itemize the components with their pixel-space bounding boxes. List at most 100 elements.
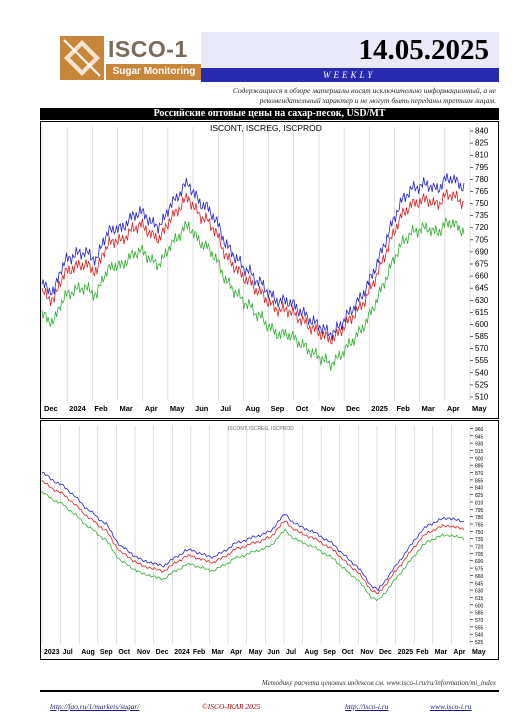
- chart1-series-iscont: [41, 173, 465, 341]
- chart2-y-tick: 660: [475, 574, 484, 580]
- chart2-x-tick: Dec: [156, 649, 169, 656]
- chart2-y-tick: 750: [475, 530, 484, 536]
- chart1-title: Российские оптовые цены на сахар-песок, …: [40, 108, 499, 120]
- chart2-x-tick: May: [472, 649, 486, 656]
- chart1-x-tick: Jul: [220, 404, 231, 413]
- chart1-x-tick: Oct: [296, 404, 309, 413]
- chart2-y-tick: 810: [475, 500, 484, 506]
- chart2-x-tick: Sep: [323, 649, 336, 656]
- chart1-plot: Dec 2024 Feb Mar Apr May Jun Jul Aug Sep Oct Nov Dec…: [41, 123, 489, 413]
- chart2-y-tick: 765: [475, 522, 484, 528]
- chart2-y-tick: 690: [475, 559, 484, 565]
- chart1-y-tick: 690: [475, 247, 489, 256]
- chart2-x-tick: Oct: [342, 649, 354, 656]
- chart1-y-tick: 555: [475, 356, 489, 365]
- chart2-series-iscprod: [41, 490, 465, 602]
- chart1-y-tick: 750: [475, 199, 489, 208]
- brand-name: ISCO-1: [108, 36, 188, 62]
- chart2-x-tick: Apr: [230, 649, 242, 656]
- chart1-x-tick: Aug: [245, 404, 260, 413]
- chart1-y-tick: 540: [475, 368, 489, 377]
- chart2-series-iscont: [41, 471, 464, 592]
- chart2-y-tick: 630: [475, 589, 484, 595]
- chart2-x-tick: 2024: [174, 649, 190, 656]
- chart1-x-tick: Sep: [271, 404, 285, 413]
- chart2-y-tick: 585: [475, 611, 484, 617]
- chart2-series-iscreg: [41, 480, 465, 594]
- chart1-series-iscprod: [41, 217, 465, 371]
- chart2-y-tick: 675: [475, 567, 484, 573]
- chart2-x-tick: Sep: [100, 649, 113, 656]
- chart2-frame: [40, 420, 499, 660]
- chart2-y-tick: 825: [475, 493, 484, 499]
- chart1-y-tick: 585: [475, 332, 489, 341]
- chart1-y-tick: 810: [475, 151, 489, 160]
- chart2-x-tick: Apr: [453, 649, 465, 656]
- chart2-x-tick: Feb: [193, 649, 205, 656]
- chart2-y-tick: 570: [475, 618, 484, 624]
- chart2-y-tick: 870: [475, 471, 484, 477]
- report-date: 14.05.2025: [358, 34, 490, 66]
- footer-link-fao[interactable]: http://fao.ru/1/markets/sugar/: [50, 702, 140, 711]
- chart1-x-tick: 2024: [69, 404, 87, 413]
- chart2-x-tick: 2025: [398, 649, 414, 656]
- chart1-series-iscreg: [41, 189, 465, 345]
- chart1-y-tick: 780: [475, 175, 489, 184]
- chart1-x-tick: 2025: [371, 404, 388, 413]
- chart2-x-tick: Mar: [211, 649, 224, 656]
- chart1-x-tick: Feb: [94, 404, 108, 413]
- chart1-y-tick: 615: [475, 308, 489, 317]
- chart2-y-tick: 930: [475, 442, 484, 448]
- chart2-y-tick: 885: [475, 464, 484, 470]
- chart2-x-tick: Oct: [118, 649, 130, 656]
- period-bar: WEEKLY: [201, 68, 499, 82]
- chart2-y-tick: 945: [475, 434, 484, 440]
- chart1-y-tick: 720: [475, 223, 489, 232]
- chart1-legend: ISCONT, ISCREG, ISCPROD: [210, 123, 322, 133]
- footer-bar: http://fao.ru/1/markets/sugar/ ©ISCO-IKA…: [40, 690, 499, 718]
- chart1-y-tick: 765: [475, 187, 489, 196]
- chart2-plot: 2023 Jul Aug Sep Oct Nov Dec 2024 Feb Mar Apr May Ju…: [41, 426, 486, 656]
- chart1-x-tick: May: [472, 404, 487, 413]
- chart2-x-tick: Nov: [137, 649, 150, 656]
- chart2-x-tick: Nov: [360, 649, 373, 656]
- footer-link-isco-www[interactable]: www.isco-i.ru: [430, 702, 472, 711]
- chart1-y-tick: 825: [475, 139, 489, 148]
- chart2-y-tick: 780: [475, 515, 484, 521]
- chart1-x-tick: May: [170, 404, 185, 413]
- date-panel: 14.05.2025 WEEKLY: [201, 32, 499, 82]
- chart1-x-tick: Mar: [422, 404, 435, 413]
- chart2-y-tick: 855: [475, 478, 484, 484]
- chart2-y-tick: 915: [475, 449, 484, 455]
- chart2-x-tick: Mar: [435, 649, 448, 656]
- chart2-x-tick: Aug: [305, 649, 319, 656]
- chart1-y-tick: 660: [475, 272, 489, 281]
- isco-logo-icon: [60, 36, 104, 80]
- chart1-x-tick: Jun: [195, 404, 209, 413]
- footer-note: Методику расчета ценовых индексов см. ww…: [261, 679, 496, 687]
- disclaimer-text: Содержащиеся в обзоре материалы носят ис…: [232, 86, 496, 105]
- chart1-frame: [40, 121, 499, 419]
- chart1-x-tick: Feb: [396, 404, 410, 413]
- chart1-x-tick: Apr: [145, 404, 158, 413]
- chart2-x-tick: Jul: [63, 649, 73, 656]
- footer-copyright: ©ISCO-IKAR 2025: [202, 702, 261, 711]
- chart2-y-tick: 795: [475, 508, 484, 514]
- chart2-y-tick: 540: [475, 633, 484, 639]
- chart1-x-tick: Mar: [120, 404, 133, 413]
- chart2-y-tick: 840: [475, 486, 484, 492]
- chart2-y-tick: 615: [475, 596, 484, 602]
- chart2-y-tick: 600: [475, 603, 484, 609]
- chart1-y-tick: 795: [475, 163, 489, 172]
- brand-block: ISCO-1 Sugar Monitoring: [106, 36, 204, 82]
- chart1-y-tick: 510: [475, 392, 489, 401]
- chart2-legend: ISCONT, ISCREG, ISCPROD: [228, 426, 294, 432]
- chart2-y-tick: 525: [475, 640, 484, 646]
- chart2-y-tick: 720: [475, 545, 484, 551]
- chart1-y-tick: 840: [475, 127, 489, 136]
- chart2-y-tick: 960: [475, 427, 484, 433]
- footer-link-isco[interactable]: http://isco-i.ru: [345, 702, 389, 711]
- chart2-x-tick: Aug: [81, 649, 95, 656]
- chart2-y-tick: 555: [475, 625, 484, 631]
- chart1-y-tick: 645: [475, 284, 489, 293]
